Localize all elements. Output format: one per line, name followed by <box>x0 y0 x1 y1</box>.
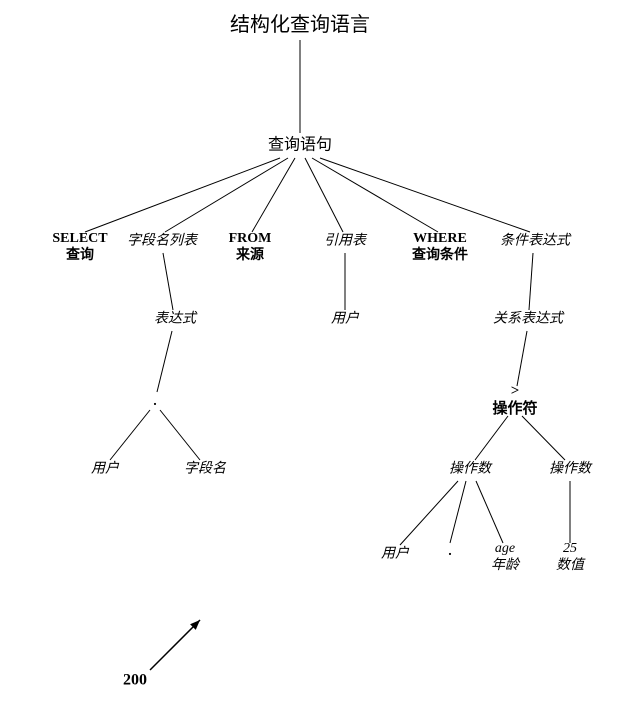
edge-relexp-opsym <box>517 331 527 386</box>
edge-collist-expr <box>163 253 173 310</box>
edge-expr-dot1 <box>157 331 172 392</box>
edge-query-reftab <box>305 158 343 232</box>
edge-condexp-relexp <box>529 253 533 310</box>
edge-query-from <box>252 158 295 232</box>
edge-opnd1-dot2 <box>450 481 466 543</box>
edge-opsym-opnd1 <box>475 416 508 460</box>
tree-diagram: 结构化查询语言查询语句SELECT查询字段名列表FROM来源引用表WHERE查询… <box>0 0 620 724</box>
figure-arrow-line <box>150 620 200 670</box>
edge-query-where <box>312 158 438 232</box>
edge-opnd1-user3 <box>400 481 458 545</box>
edge-query-condexp <box>320 158 530 232</box>
edge-dot1-field <box>160 410 200 460</box>
edge-dot1-user2 <box>110 410 150 460</box>
edge-opnd1-age <box>476 481 503 543</box>
edges-layer <box>0 0 620 724</box>
edge-opsym-opnd2 <box>522 416 565 460</box>
